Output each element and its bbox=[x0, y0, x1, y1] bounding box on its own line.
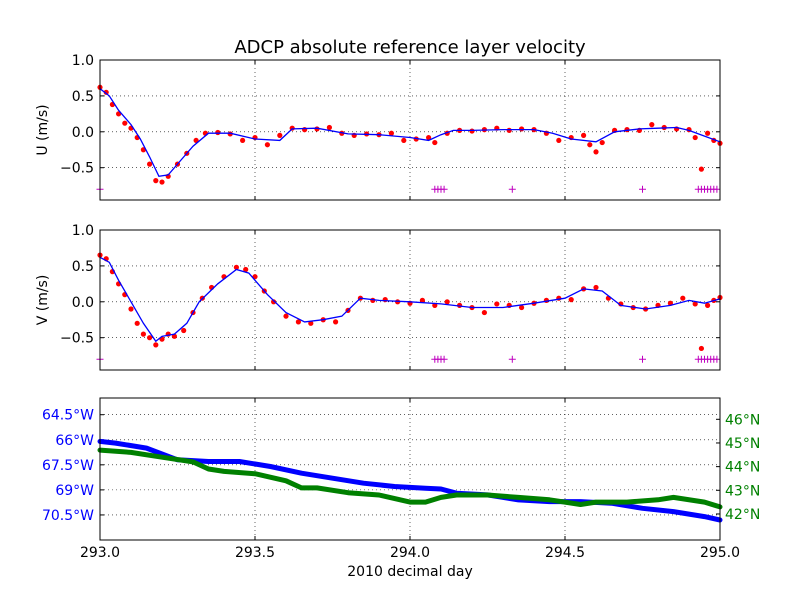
velocity-dot bbox=[302, 127, 308, 133]
position-panel: 64.5°W 66°W 67.5°W 69°W 70.5°W 46°N 45°N 44°N 43… bbox=[42, 397, 760, 561]
velocity-dot bbox=[649, 122, 655, 128]
velocity-dot bbox=[426, 134, 432, 141]
velocity-dot bbox=[568, 297, 574, 303]
velocity-dot bbox=[494, 301, 500, 307]
velocity-dot bbox=[277, 132, 283, 138]
x-tick-label: 295.0 bbox=[700, 545, 740, 561]
y-tick-label: 1.0 bbox=[72, 223, 94, 239]
flag-marker bbox=[508, 355, 516, 363]
flag-marker bbox=[440, 185, 448, 193]
velocity-dot bbox=[333, 319, 339, 325]
velocity-dot bbox=[122, 120, 128, 126]
velocity-dot bbox=[401, 137, 407, 144]
velocity-dot bbox=[308, 320, 314, 326]
y-axis-label: V (m/s) bbox=[35, 275, 51, 326]
plot-frame bbox=[99, 59, 721, 201]
y-axis-label: U (m/s) bbox=[35, 104, 51, 155]
lat-tick-label: 44°N bbox=[725, 460, 760, 476]
latitude-track-line bbox=[97, 447, 723, 510]
velocity-dot bbox=[698, 345, 705, 352]
u-velocity-panel: 1.0 0.5 0.0 −0.5 U (m/s) bbox=[35, 53, 723, 201]
lon-tick-label: 66°W bbox=[55, 433, 94, 449]
velocity-dot bbox=[134, 320, 140, 326]
velocity-dot bbox=[481, 309, 487, 316]
velocity-dot bbox=[181, 327, 187, 334]
y-tick-label: 0.5 bbox=[72, 89, 94, 105]
lat-tick-label: 45°N bbox=[725, 436, 760, 452]
velocity-dot bbox=[444, 299, 450, 305]
velocity-dot bbox=[233, 264, 239, 270]
velocity-dot bbox=[556, 137, 562, 144]
flag-marker bbox=[639, 185, 646, 193]
velocity-dot bbox=[103, 89, 109, 95]
flag-marker bbox=[713, 355, 721, 363]
x-axis-label: 2010 decimal day bbox=[347, 564, 472, 580]
velocity-dot bbox=[519, 304, 525, 311]
velocity-dot bbox=[382, 297, 388, 303]
lon-tick-label: 69°W bbox=[55, 483, 94, 499]
y-tick-label: −0.5 bbox=[60, 331, 94, 347]
x-tick-label: 293.5 bbox=[235, 545, 275, 561]
velocity-dot bbox=[243, 266, 249, 273]
y-tick-label: 0.0 bbox=[72, 125, 94, 141]
velocity-dot bbox=[326, 124, 332, 131]
velocity-dot bbox=[153, 342, 159, 348]
velocity-dot bbox=[419, 297, 425, 303]
longitude-track-line bbox=[97, 438, 723, 523]
velocity-dot bbox=[705, 130, 711, 136]
velocity-dot bbox=[519, 126, 525, 132]
lat-tick-label: 42°N bbox=[725, 507, 760, 523]
y-tick-label: 1.0 bbox=[72, 53, 94, 69]
velocity-dot bbox=[147, 161, 153, 167]
x-tick-label: 294.0 bbox=[390, 545, 430, 561]
y-tick-label: 0.0 bbox=[72, 295, 94, 311]
plot-frame bbox=[99, 397, 721, 541]
velocity-smoothed-line bbox=[99, 256, 721, 343]
velocity-dot bbox=[215, 129, 221, 136]
lon-tick-label: 64.5°W bbox=[42, 408, 94, 424]
velocity-dot bbox=[295, 319, 301, 325]
x-tick-label: 293.0 bbox=[80, 545, 120, 561]
velocity-dot bbox=[599, 139, 605, 146]
velocity-dot bbox=[140, 331, 146, 337]
velocity-dot bbox=[240, 137, 246, 144]
velocity-dot bbox=[680, 295, 686, 301]
velocity-dot bbox=[692, 134, 698, 141]
chart-title: ADCP absolute reference layer velocity bbox=[234, 37, 586, 58]
flag-marker bbox=[713, 185, 721, 193]
velocity-dot bbox=[271, 299, 277, 305]
velocity-dot bbox=[388, 130, 394, 136]
lat-tick-label: 46°N bbox=[725, 412, 760, 428]
y-tick-label: −0.5 bbox=[60, 161, 94, 177]
velocity-dot bbox=[147, 335, 153, 341]
velocity-dot bbox=[432, 139, 438, 146]
y-tick-label: 0.5 bbox=[72, 259, 94, 275]
velocity-dot bbox=[283, 313, 289, 319]
velocity-dot bbox=[593, 284, 599, 291]
v-velocity-panel: 1.0 0.5 0.0 −0.5 V (m/s) bbox=[35, 223, 723, 371]
flag-marker bbox=[440, 355, 448, 363]
velocity-dot bbox=[593, 149, 599, 155]
velocity-dot bbox=[469, 128, 475, 134]
velocity-dot bbox=[587, 142, 593, 148]
velocity-smoothed-line bbox=[99, 88, 721, 178]
velocity-dot bbox=[159, 179, 165, 185]
flag-marker bbox=[639, 355, 646, 363]
velocity-dot bbox=[692, 301, 698, 307]
velocity-dot bbox=[581, 132, 587, 138]
lat-tick-label: 43°N bbox=[725, 483, 760, 499]
velocity-dot bbox=[506, 127, 512, 133]
x-tick-label: 294.5 bbox=[545, 545, 585, 561]
velocity-dot bbox=[698, 166, 705, 172]
velocity-dot bbox=[128, 306, 134, 312]
lon-tick-label: 67.5°W bbox=[42, 458, 94, 474]
plot-frame bbox=[99, 229, 721, 371]
velocity-dot bbox=[264, 142, 270, 148]
velocity-dot bbox=[153, 178, 159, 184]
lon-tick-label: 70.5°W bbox=[42, 508, 94, 524]
velocity-dot bbox=[705, 302, 711, 308]
flag-marker bbox=[508, 185, 516, 193]
